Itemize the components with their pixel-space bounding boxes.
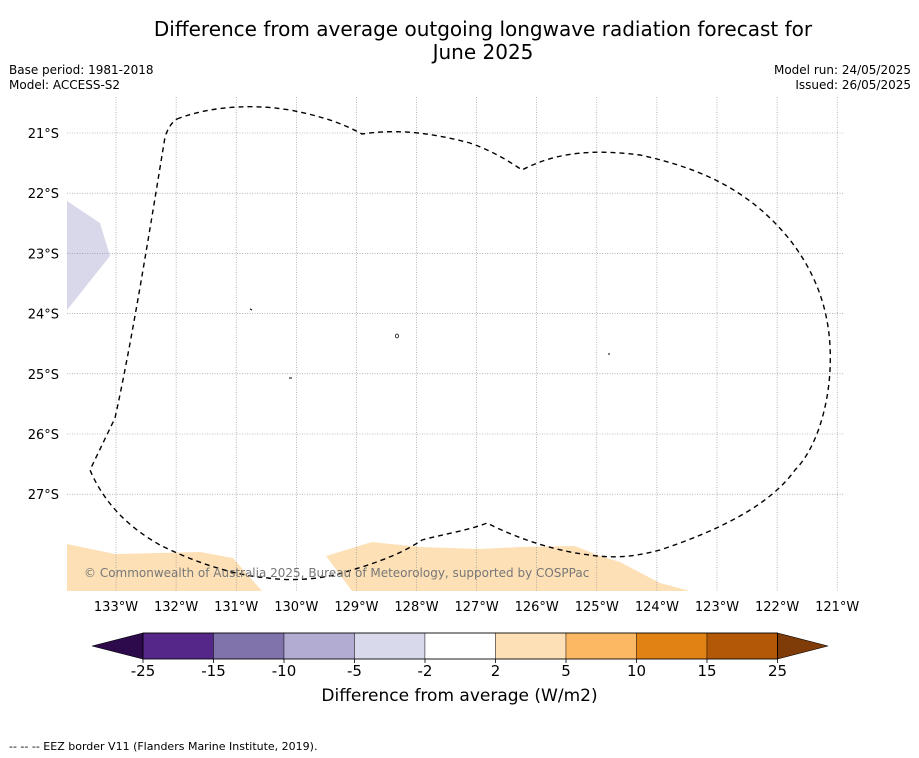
colorbar-segment bbox=[283, 632, 355, 660]
title-line-2: June 2025 bbox=[432, 40, 534, 64]
colorbar-label: Difference from average (W/m2) bbox=[321, 686, 598, 706]
map-title: Difference from average outgoing longwav… bbox=[0, 18, 919, 64]
lon-label: 126°W bbox=[515, 600, 559, 615]
island-mark-1 bbox=[249, 308, 253, 311]
latitude-labels: 21°S 22°S 23°S 24°S 25°S 26°S 27°S bbox=[28, 127, 59, 503]
issued-date: Issued: 26/05/2025 bbox=[795, 78, 911, 92]
title-line-1: Difference from average outgoing longwav… bbox=[153, 17, 813, 41]
colorbar-segment bbox=[142, 632, 214, 660]
lon-label: 132°W bbox=[154, 600, 198, 615]
colorbar-segment bbox=[213, 632, 285, 660]
colorbar-tick-label: 15 bbox=[697, 662, 716, 680]
colorbar-segment bbox=[706, 632, 778, 660]
colorbar-tick-label: 2 bbox=[491, 662, 501, 680]
graticule bbox=[67, 97, 843, 591]
model-name: Model: ACCESS-S2 bbox=[9, 78, 121, 92]
colorbar-segment bbox=[354, 632, 426, 660]
colorbar-tick-label: -15 bbox=[201, 662, 226, 680]
positive-anomaly-region-right bbox=[326, 542, 690, 591]
map-area bbox=[67, 97, 843, 591]
lat-label: 23°S bbox=[28, 247, 59, 262]
colorbar-tick-label: 10 bbox=[627, 662, 646, 680]
colorbar-segment bbox=[636, 632, 708, 660]
island-mark-2 bbox=[395, 333, 399, 339]
lat-label: 21°S bbox=[28, 127, 59, 142]
lon-label: 131°W bbox=[214, 600, 258, 615]
positive-anomaly-region-left bbox=[67, 544, 262, 591]
model-run: Model run: 24/05/2025 bbox=[773, 63, 911, 77]
colorbar-tick-label: 5 bbox=[561, 662, 571, 680]
base-period: Base period: 1981-2018 bbox=[9, 63, 154, 77]
colorbar-tick-label: -5 bbox=[347, 662, 362, 680]
lon-label: 127°W bbox=[455, 600, 499, 615]
colorbar-segment bbox=[495, 632, 567, 660]
lon-label: 125°W bbox=[575, 600, 619, 615]
lat-label: 26°S bbox=[28, 428, 59, 443]
colorbar bbox=[91, 632, 829, 660]
meta-right: Model run: 24/05/2025 Issued: 26/05/2025 bbox=[774, 63, 911, 93]
meta-left: Base period: 1981-2018 Model: ACCESS-S2 bbox=[9, 63, 154, 93]
colorbar-segment bbox=[565, 632, 637, 660]
lon-label: 128°W bbox=[394, 600, 438, 615]
lat-label: 25°S bbox=[28, 368, 59, 383]
colorbar-min-arrow bbox=[91, 632, 144, 660]
lon-label: 121°W bbox=[815, 600, 859, 615]
lon-label: 123°W bbox=[695, 600, 739, 615]
colorbar-ticks: -25 -15 -10 -5 -2 2 5 10 15 25 bbox=[131, 659, 787, 680]
lat-label: 24°S bbox=[28, 308, 59, 323]
lon-label: 122°W bbox=[755, 600, 799, 615]
eez-border bbox=[89, 106, 832, 581]
copyright-notice: © Commonwealth of Australia 2025, Bureau… bbox=[84, 566, 589, 580]
lat-label: 22°S bbox=[28, 187, 59, 202]
colorbar-max-arrow bbox=[777, 632, 829, 660]
colorbar-segment bbox=[424, 632, 496, 660]
colorbar-frame bbox=[142, 632, 778, 660]
lat-label: 27°S bbox=[28, 488, 59, 503]
colorbar-tick-label: 25 bbox=[768, 662, 787, 680]
colorbar-tick-label: -25 bbox=[131, 662, 156, 680]
colorbar-tick-label: -2 bbox=[418, 662, 433, 680]
lon-label: 124°W bbox=[635, 600, 679, 615]
longitude-labels: 133°W 132°W 131°W 130°W 129°W 128°W 127°W 126°W… bbox=[94, 600, 860, 615]
lon-label: 133°W bbox=[94, 600, 138, 615]
colorbar-tick-label: -10 bbox=[272, 662, 297, 680]
negative-anomaly-region bbox=[67, 201, 110, 310]
lon-label: 130°W bbox=[274, 600, 318, 615]
eez-legend: -- -- -- EEZ border V11 (Flanders Marine… bbox=[9, 740, 318, 753]
lon-label: 129°W bbox=[334, 600, 378, 615]
